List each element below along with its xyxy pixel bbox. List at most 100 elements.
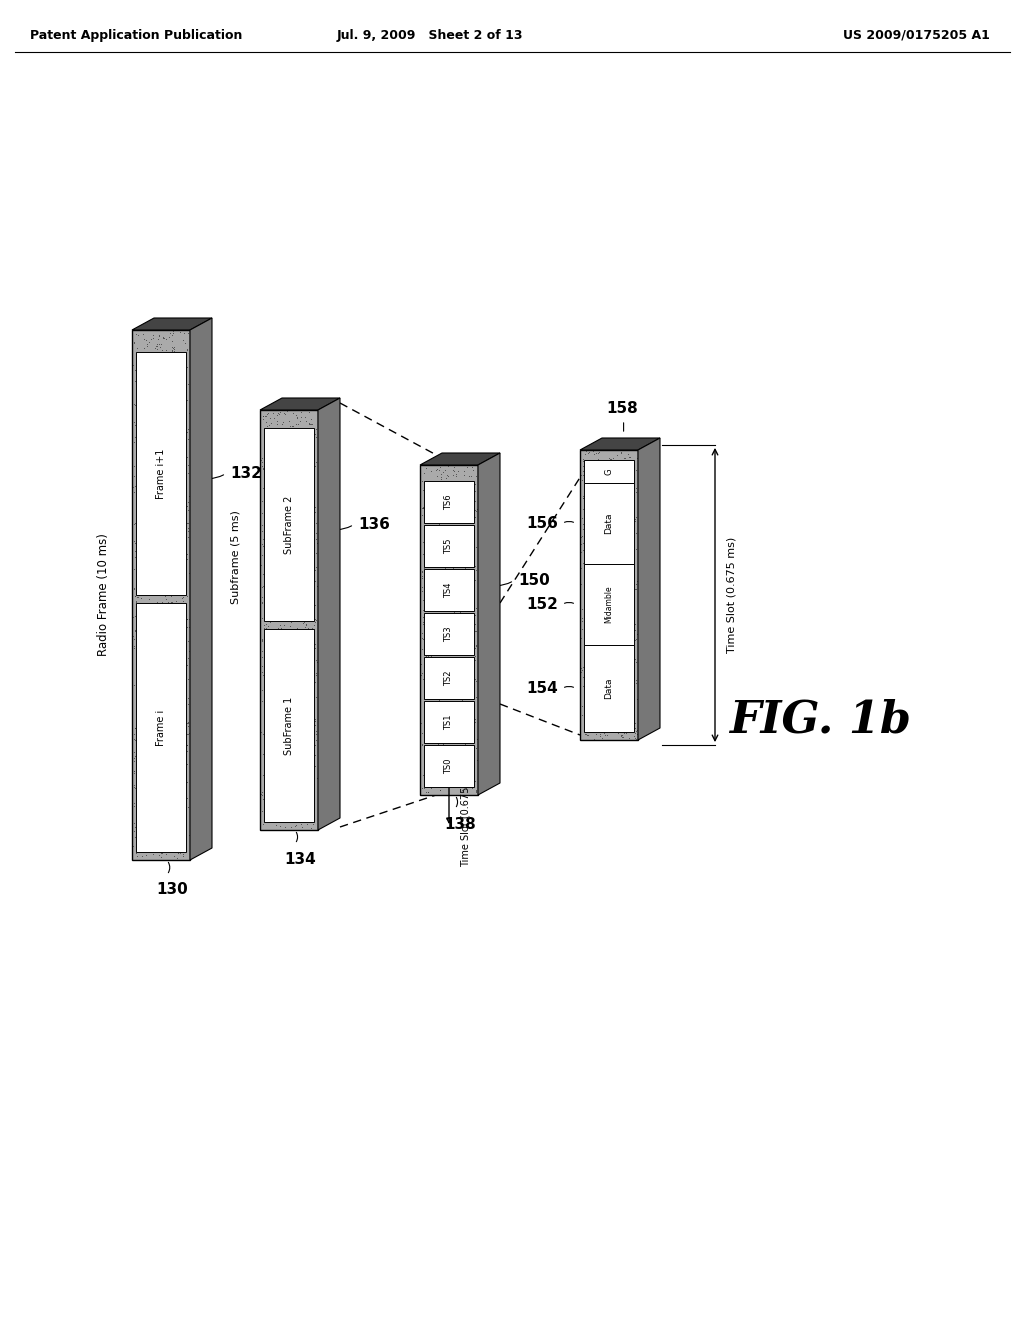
Point (608, 500, 625, 521)
Point (430, 508, 446, 529)
Point (173, 624, 189, 645)
Point (175, 438, 191, 459)
Point (143, 424, 160, 445)
Point (159, 523, 175, 544)
Point (170, 842, 186, 863)
Point (613, 678, 630, 700)
Point (133, 453, 150, 474)
Point (614, 490, 631, 511)
Point (261, 549, 278, 570)
Point (282, 535, 298, 556)
Point (303, 581, 319, 602)
Point (437, 671, 454, 692)
Point (285, 533, 301, 554)
Point (416, 541, 432, 562)
Point (433, 701, 450, 722)
Point (289, 750, 305, 771)
Point (297, 583, 313, 605)
Point (282, 731, 298, 752)
Point (616, 447, 633, 469)
Point (151, 715, 167, 737)
Point (587, 578, 603, 599)
Point (468, 499, 484, 520)
Point (127, 323, 143, 345)
Point (303, 626, 319, 647)
Point (616, 513, 633, 535)
Point (298, 635, 314, 656)
Point (615, 705, 632, 726)
Point (154, 767, 170, 788)
Point (283, 611, 299, 632)
Point (436, 717, 453, 738)
Bar (424, 569, 474, 611)
Point (304, 805, 321, 826)
Point (259, 643, 275, 664)
Point (434, 638, 451, 659)
Point (286, 734, 302, 755)
Point (295, 519, 311, 540)
Point (172, 825, 188, 846)
Point (281, 477, 297, 498)
Point (598, 681, 614, 702)
Point (142, 359, 159, 380)
Point (298, 486, 314, 507)
Point (591, 533, 607, 554)
Point (128, 721, 144, 742)
Point (303, 602, 319, 623)
Point (440, 685, 457, 706)
Point (178, 512, 195, 533)
Point (139, 825, 156, 846)
Point (278, 748, 294, 770)
Point (597, 618, 613, 639)
Point (424, 711, 440, 733)
Point (271, 754, 288, 775)
Point (598, 529, 614, 550)
Point (146, 750, 163, 771)
Point (453, 576, 469, 597)
Point (164, 528, 180, 549)
Point (172, 432, 188, 453)
Point (598, 491, 614, 512)
Point (594, 492, 610, 513)
Point (262, 748, 279, 770)
Point (440, 529, 457, 550)
Point (305, 652, 322, 673)
Point (126, 747, 142, 768)
Point (609, 686, 626, 708)
Point (175, 359, 191, 380)
Point (144, 504, 161, 525)
Point (131, 639, 147, 660)
Point (305, 568, 322, 589)
Point (415, 581, 431, 602)
Point (287, 482, 303, 503)
Point (437, 672, 454, 693)
Point (161, 465, 177, 486)
Point (290, 690, 306, 711)
Point (447, 647, 464, 668)
Point (260, 568, 276, 589)
Point (442, 701, 459, 722)
Point (466, 748, 482, 770)
Point (147, 459, 164, 480)
Point (301, 676, 317, 697)
Point (463, 768, 479, 789)
Point (268, 631, 285, 652)
Point (429, 570, 445, 591)
Point (447, 477, 464, 498)
Point (301, 785, 317, 807)
Point (575, 521, 592, 543)
Point (259, 403, 275, 424)
Point (438, 729, 455, 750)
Point (433, 500, 450, 521)
Point (178, 428, 195, 449)
Point (175, 622, 191, 643)
Point (442, 533, 459, 554)
Bar (424, 701, 474, 743)
Point (579, 725, 595, 746)
Point (261, 455, 278, 477)
Point (253, 783, 269, 804)
Text: Data: Data (604, 512, 613, 535)
Point (467, 771, 483, 792)
Point (169, 446, 185, 467)
Point (129, 792, 145, 813)
